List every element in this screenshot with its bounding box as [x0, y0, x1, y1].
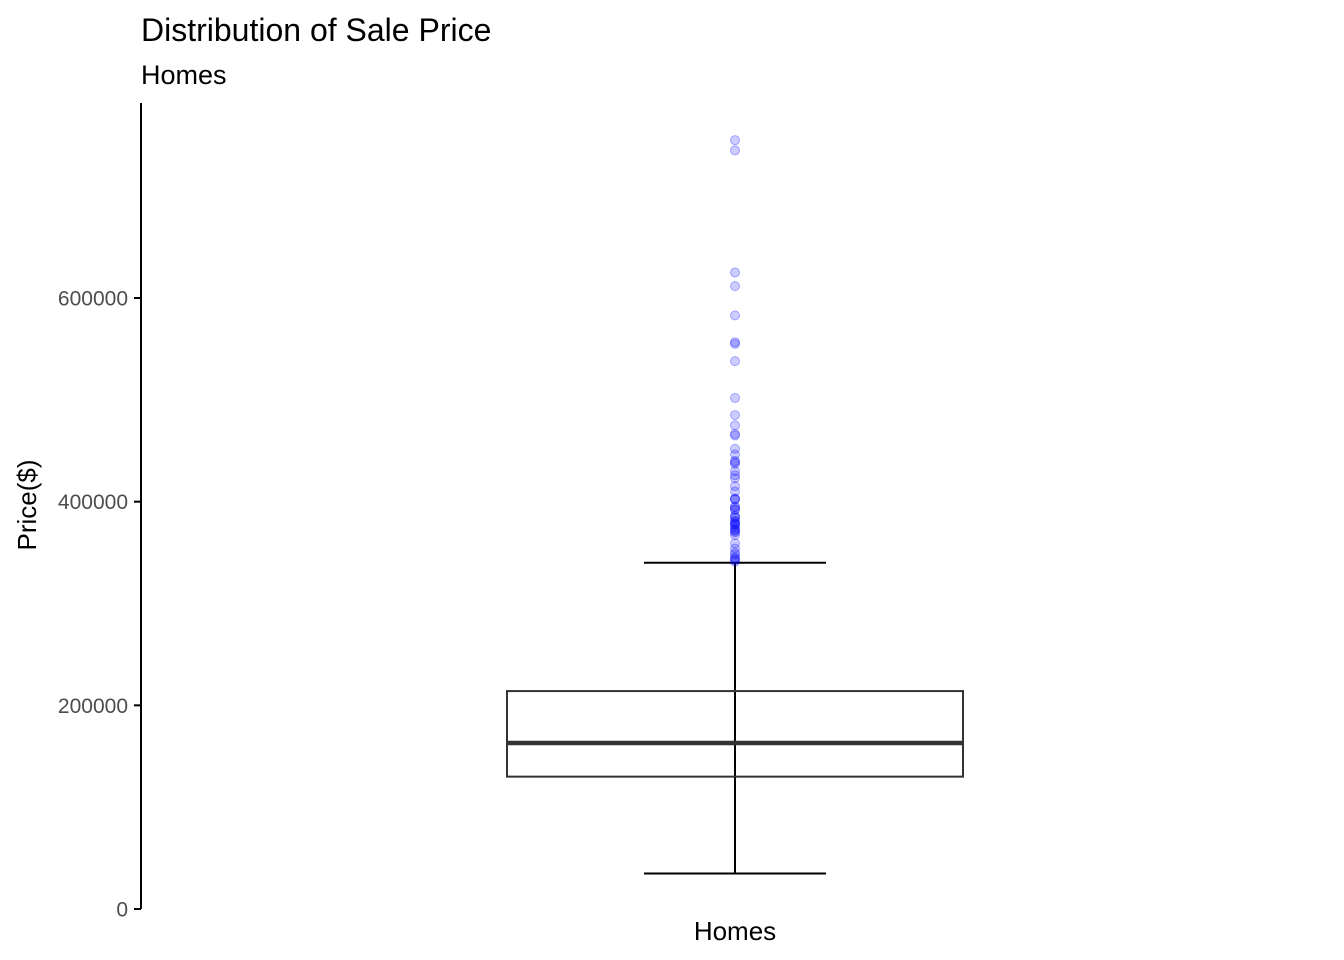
outlier-point [730, 512, 740, 523]
outlier-point [730, 281, 740, 292]
chart-subtitle: Homes [141, 60, 227, 90]
outlier-point [730, 526, 740, 537]
outlier-point [730, 473, 740, 484]
outlier-point [730, 518, 740, 529]
outlier-point [730, 430, 740, 441]
outlier-point [730, 338, 740, 349]
outlier-point [730, 549, 740, 560]
outlier-point [730, 547, 740, 558]
outlier-point [730, 428, 740, 439]
outlier-point [730, 502, 740, 513]
outlier-point [730, 458, 740, 469]
outlier-point [730, 135, 740, 146]
x-category-label: Homes [694, 916, 776, 946]
outlier-point [730, 410, 740, 421]
outlier-point [730, 494, 740, 505]
outlier-point [730, 337, 740, 348]
outlier-point [730, 511, 740, 522]
y-tick-label: 0 [116, 899, 128, 922]
iqr-box [506, 690, 964, 778]
y-tick-label: 600000 [58, 288, 128, 311]
x-axis-labels: Homes [694, 916, 776, 946]
y-tick-label: 200000 [58, 695, 128, 718]
outlier-point [730, 519, 740, 530]
outlier-point [730, 455, 740, 466]
outlier-point [730, 267, 740, 278]
outlier-point [730, 529, 740, 540]
outlier-point [730, 519, 740, 530]
outlier-point [730, 510, 740, 521]
plot-area [506, 135, 964, 875]
outlier-point [730, 555, 740, 566]
outlier-point [730, 457, 740, 468]
outlier-point [730, 504, 740, 515]
y-tick-label: 400000 [58, 491, 128, 514]
outlier-point [730, 310, 740, 321]
outlier-point [730, 516, 740, 527]
outlier-point [730, 556, 740, 567]
outlier-point [730, 524, 740, 535]
outlier-point [730, 538, 740, 549]
outlier-point [730, 449, 740, 460]
outlier-point [730, 493, 740, 504]
outlier-point [730, 527, 740, 538]
outlier-point [730, 481, 740, 492]
outlier-point [730, 522, 740, 533]
y-axis-ticks: 0 200000 400000 600000 [58, 288, 141, 922]
outlier-point [730, 524, 740, 535]
outlier-point [730, 470, 740, 481]
outlier-point [730, 443, 740, 454]
outlier-point [730, 145, 740, 156]
outlier-point [730, 543, 740, 554]
outlier-point [730, 553, 740, 564]
outlier-point [730, 466, 740, 477]
chart-title: Distribution of Sale Price [141, 12, 491, 48]
y-axis-title: Price($) [12, 459, 42, 550]
outlier-point [730, 493, 740, 504]
outlier-point [730, 356, 740, 367]
outlier-point [730, 420, 740, 431]
outlier-point [730, 504, 740, 515]
outlier-point [730, 501, 740, 512]
outlier-point [730, 552, 740, 563]
outlier-point [730, 392, 740, 403]
outlier-point [730, 517, 740, 528]
outlier-point [730, 486, 740, 497]
